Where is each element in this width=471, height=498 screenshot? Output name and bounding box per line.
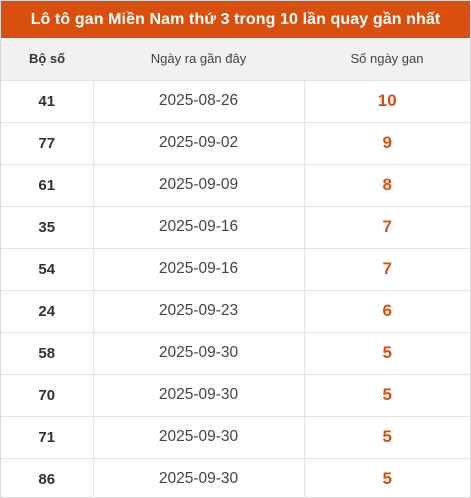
table-row: 61 2025-09-09 8	[1, 164, 470, 207]
cell-days: 5	[303, 374, 470, 417]
cell-number: 70	[1, 374, 93, 417]
table-row: 71 2025-09-30 5	[1, 416, 470, 459]
cell-days: 5	[303, 416, 470, 459]
cell-number: 41	[1, 80, 93, 123]
cell-days: 8	[303, 164, 470, 207]
table-row: 77 2025-09-02 9	[1, 122, 470, 165]
header-days: Số ngày gan	[304, 38, 470, 81]
header-number: Bộ số	[1, 38, 93, 81]
table-row: 70 2025-09-30 5	[1, 374, 470, 417]
lotto-gan-table: Bộ số Ngày ra gần đây Số ngày gan 41 202…	[1, 38, 470, 498]
cell-days: 7	[303, 206, 470, 249]
cell-days: 5	[303, 332, 470, 375]
cell-date: 2025-09-30	[92, 416, 304, 459]
cell-date: 2025-09-09	[92, 164, 304, 207]
table-row: 24 2025-09-23 6	[1, 290, 470, 333]
cell-number: 24	[1, 290, 93, 333]
cell-days: 10	[303, 80, 470, 123]
cell-number: 77	[1, 122, 93, 165]
table-header: Bộ số Ngày ra gần đây Số ngày gan	[1, 38, 470, 81]
table-row: 86 2025-09-30 5	[1, 458, 470, 498]
cell-date: 2025-09-16	[92, 248, 304, 291]
cell-date: 2025-08-26	[92, 80, 304, 123]
table-row: 41 2025-08-26 10	[1, 80, 470, 123]
cell-number: 58	[1, 332, 93, 375]
header-last-date: Ngày ra gần đây	[93, 38, 304, 81]
cell-days: 6	[303, 290, 470, 333]
table-row: 58 2025-09-30 5	[1, 332, 470, 375]
cell-number: 54	[1, 248, 93, 291]
table-row: 54 2025-09-16 7	[1, 248, 470, 291]
table-row: 35 2025-09-16 7	[1, 206, 470, 249]
cell-date: 2025-09-16	[92, 206, 304, 249]
cell-date: 2025-09-23	[92, 290, 304, 333]
table-body: 41 2025-08-26 10 77 2025-09-02 9 61 2025…	[1, 80, 470, 498]
panel-title: Lô tô gan Miền Nam thứ 3 trong 10 lần qu…	[1, 1, 470, 38]
cell-date: 2025-09-30	[92, 458, 304, 498]
cell-date: 2025-09-30	[92, 332, 304, 375]
cell-days: 5	[303, 458, 470, 498]
cell-number: 35	[1, 206, 93, 249]
cell-days: 7	[303, 248, 470, 291]
cell-date: 2025-09-30	[92, 374, 304, 417]
cell-date: 2025-09-02	[92, 122, 304, 165]
cell-number: 61	[1, 164, 93, 207]
cell-days: 9	[303, 122, 470, 165]
cell-number: 86	[1, 458, 93, 498]
cell-number: 71	[1, 416, 93, 459]
